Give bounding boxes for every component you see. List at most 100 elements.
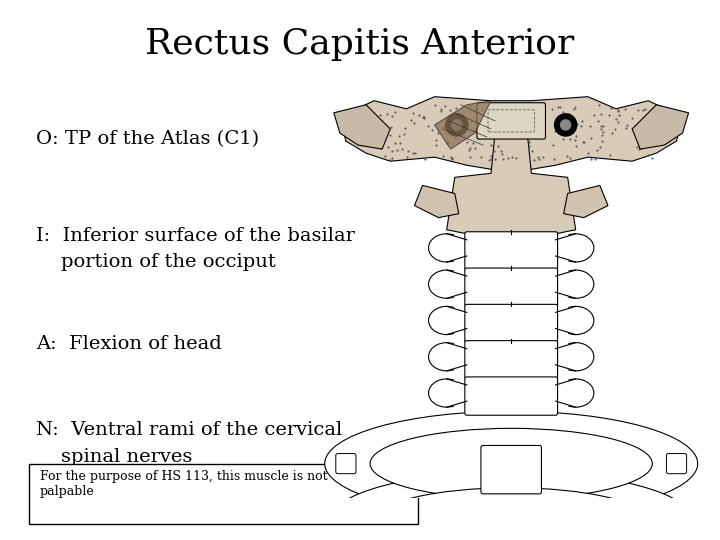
- Point: [446, 154, 458, 163]
- Point: [632, 129, 644, 138]
- Point: [372, 119, 384, 128]
- Point: [585, 122, 596, 130]
- Point: [501, 105, 513, 113]
- Point: [472, 123, 484, 131]
- Point: [653, 114, 665, 123]
- Point: [410, 148, 421, 157]
- Polygon shape: [340, 97, 683, 169]
- Point: [563, 110, 575, 118]
- Point: [569, 103, 580, 112]
- Point: [597, 122, 608, 131]
- Ellipse shape: [330, 471, 693, 540]
- Point: [559, 125, 570, 134]
- Point: [647, 154, 658, 163]
- Point: [589, 155, 600, 164]
- FancyBboxPatch shape: [465, 341, 557, 379]
- FancyBboxPatch shape: [336, 454, 356, 474]
- Point: [604, 151, 616, 159]
- Point: [381, 110, 392, 118]
- Point: [418, 114, 430, 123]
- Point: [603, 110, 615, 119]
- Point: [595, 110, 607, 118]
- FancyBboxPatch shape: [465, 377, 557, 415]
- Point: [439, 102, 451, 110]
- Point: [613, 105, 624, 114]
- Point: [523, 133, 534, 141]
- Point: [643, 136, 654, 144]
- Point: [429, 100, 441, 109]
- Point: [459, 113, 470, 122]
- Point: [379, 127, 390, 136]
- Point: [372, 112, 383, 121]
- Point: [549, 126, 560, 135]
- Point: [631, 143, 643, 151]
- Point: [531, 114, 543, 123]
- Circle shape: [446, 114, 468, 136]
- Point: [478, 125, 490, 134]
- FancyBboxPatch shape: [667, 510, 687, 530]
- Point: [585, 134, 597, 143]
- Point: [384, 156, 395, 164]
- Point: [418, 112, 430, 121]
- Point: [592, 117, 603, 125]
- Text: O: TP of the Atlas (C1): O: TP of the Atlas (C1): [36, 130, 259, 147]
- Point: [512, 120, 523, 129]
- Point: [430, 141, 441, 150]
- Point: [531, 127, 543, 136]
- Point: [431, 136, 442, 144]
- Point: [391, 146, 402, 154]
- Point: [531, 109, 542, 118]
- Point: [656, 109, 667, 117]
- Point: [637, 105, 649, 114]
- Circle shape: [554, 114, 577, 136]
- Point: [523, 136, 534, 144]
- Point: [446, 154, 458, 163]
- Point: [558, 112, 570, 121]
- Point: [579, 138, 590, 146]
- Point: [382, 143, 394, 152]
- Point: [461, 138, 472, 147]
- Point: [495, 146, 507, 155]
- Point: [420, 155, 431, 164]
- Point: [486, 141, 498, 150]
- FancyBboxPatch shape: [29, 464, 418, 524]
- Polygon shape: [446, 133, 576, 234]
- Point: [393, 132, 405, 140]
- Point: [488, 147, 500, 156]
- Text: A:  Flexion of head: A: Flexion of head: [36, 335, 222, 353]
- Point: [407, 109, 418, 117]
- Text: Rectus Capitis Anterior: Rectus Capitis Anterior: [145, 27, 575, 61]
- Point: [593, 100, 605, 109]
- Point: [523, 142, 534, 151]
- Point: [524, 114, 536, 123]
- Point: [413, 111, 425, 119]
- Point: [594, 143, 606, 151]
- Point: [570, 142, 582, 151]
- Point: [435, 104, 446, 113]
- Point: [402, 146, 413, 155]
- Point: [533, 153, 544, 161]
- Point: [510, 153, 522, 162]
- Point: [508, 112, 519, 121]
- Point: [408, 149, 419, 158]
- Point: [538, 152, 549, 161]
- Point: [619, 105, 631, 113]
- Point: [384, 130, 395, 139]
- Point: [613, 111, 624, 120]
- Point: [385, 123, 397, 131]
- Point: [456, 126, 467, 135]
- Point: [377, 125, 389, 134]
- Point: [575, 122, 587, 130]
- Point: [418, 112, 429, 121]
- Point: [469, 144, 481, 152]
- FancyBboxPatch shape: [465, 268, 557, 306]
- FancyBboxPatch shape: [481, 502, 541, 540]
- Point: [534, 155, 545, 164]
- Point: [375, 123, 387, 131]
- Point: [595, 124, 607, 133]
- Ellipse shape: [370, 428, 652, 499]
- Point: [405, 116, 417, 124]
- Point: [632, 105, 644, 114]
- Point: [443, 119, 454, 127]
- Point: [633, 145, 644, 153]
